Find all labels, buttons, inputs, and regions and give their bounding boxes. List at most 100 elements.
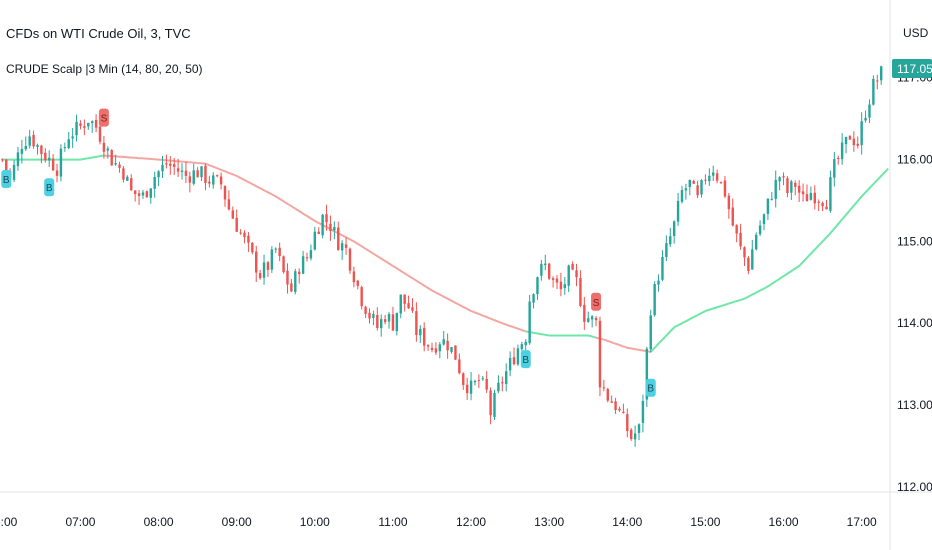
y-tick-label: 116.00 xyxy=(897,153,932,167)
candle-up xyxy=(587,318,590,322)
candle-up xyxy=(758,225,762,235)
candle-up xyxy=(200,166,203,178)
candle-up xyxy=(395,312,399,332)
candle-down xyxy=(266,262,270,270)
candle-up xyxy=(71,136,74,139)
candle-up xyxy=(676,201,680,222)
candle-down xyxy=(356,280,359,286)
candle-down xyxy=(594,317,598,321)
candle-up xyxy=(481,378,484,380)
candle-up xyxy=(340,243,344,251)
sell-signal-marker: S xyxy=(98,108,109,127)
candle-down xyxy=(391,314,395,331)
candle-down xyxy=(465,384,469,394)
candle-up xyxy=(399,294,402,314)
candle-down xyxy=(239,232,242,234)
signal-marker-box xyxy=(520,350,531,369)
candle-up xyxy=(567,265,570,286)
x-tick-label: 06:00 xyxy=(0,515,18,529)
candle-up xyxy=(28,136,31,146)
moving-average-bullish-segment xyxy=(649,167,889,353)
candle-up xyxy=(270,249,274,270)
candle-down xyxy=(231,210,235,219)
candle-down xyxy=(376,314,379,328)
candle-down xyxy=(782,176,785,178)
x-tick-label: 12:00 xyxy=(456,515,486,529)
candle-down xyxy=(286,270,289,285)
candle-down xyxy=(555,278,559,283)
candle-down xyxy=(102,142,106,152)
candle-up xyxy=(90,121,94,124)
candle-up xyxy=(313,231,317,250)
candle-down xyxy=(243,232,246,238)
candle-down xyxy=(422,327,426,346)
candle-down xyxy=(352,271,356,283)
candle-up xyxy=(833,159,836,178)
last-price-label: 117.05 xyxy=(897,62,932,76)
candle-up xyxy=(712,172,715,176)
buy-signal-marker: B xyxy=(44,178,55,197)
candle-up xyxy=(751,249,754,270)
candle-down xyxy=(610,401,613,403)
candle-up xyxy=(590,316,594,320)
candle-up xyxy=(680,190,684,202)
candle-down xyxy=(501,382,504,384)
candle-down xyxy=(821,202,824,207)
candle-up xyxy=(872,78,875,105)
candle-down xyxy=(176,168,180,172)
candle-up xyxy=(469,380,473,394)
candle-down xyxy=(403,294,406,304)
candle-down xyxy=(786,178,789,194)
candle-down xyxy=(426,345,430,347)
candle-down xyxy=(118,164,121,168)
candle-up xyxy=(141,192,145,196)
sell-signal-marker: S xyxy=(591,292,602,311)
signal-marker-label: B xyxy=(46,183,53,194)
candle-up xyxy=(192,170,195,184)
candle-up xyxy=(114,162,117,165)
candle-down xyxy=(571,263,574,270)
candle-down xyxy=(5,159,8,171)
candle-down xyxy=(434,348,438,353)
candle-down xyxy=(485,378,488,390)
candle-down xyxy=(606,388,609,401)
candle-up xyxy=(67,139,70,148)
candle-up xyxy=(657,280,660,285)
candle-up xyxy=(774,179,777,199)
candle-down xyxy=(622,411,625,413)
candle-down xyxy=(430,347,434,350)
candle-down xyxy=(735,224,738,234)
candle-down xyxy=(454,345,457,360)
candle-down xyxy=(344,244,348,248)
candle-up xyxy=(157,171,160,178)
candle-up xyxy=(544,263,547,266)
x-tick-label: 14:00 xyxy=(612,515,642,529)
moving-average-bearish-segment xyxy=(595,336,651,353)
candle-up xyxy=(380,319,383,329)
candle-down xyxy=(32,134,35,147)
y-tick-label: 115.00 xyxy=(897,234,932,248)
candle-down xyxy=(278,247,281,256)
candle-up xyxy=(653,283,656,316)
candle-down xyxy=(551,278,555,280)
candle-up xyxy=(473,380,477,383)
candle-down xyxy=(255,251,258,273)
candle-down xyxy=(618,408,621,411)
candle-up xyxy=(180,170,184,172)
candle-up xyxy=(669,236,672,245)
candle-down xyxy=(692,180,695,184)
signals-layer: B B S B S B xyxy=(1,108,656,397)
candle-up xyxy=(419,328,422,336)
candle-down xyxy=(130,178,133,191)
candle-up xyxy=(274,248,277,250)
x-tick-label: 07:00 xyxy=(65,515,95,529)
x-tick-labels: 06:00 07:00 08:00 09:00 10:00 11:00 12:00 13:00… xyxy=(0,515,877,529)
candle-down xyxy=(251,242,254,253)
candle-down xyxy=(219,176,223,185)
candle-down xyxy=(169,163,172,166)
candle-down xyxy=(547,263,551,279)
candle-down xyxy=(852,138,856,146)
candle-down xyxy=(837,158,840,160)
